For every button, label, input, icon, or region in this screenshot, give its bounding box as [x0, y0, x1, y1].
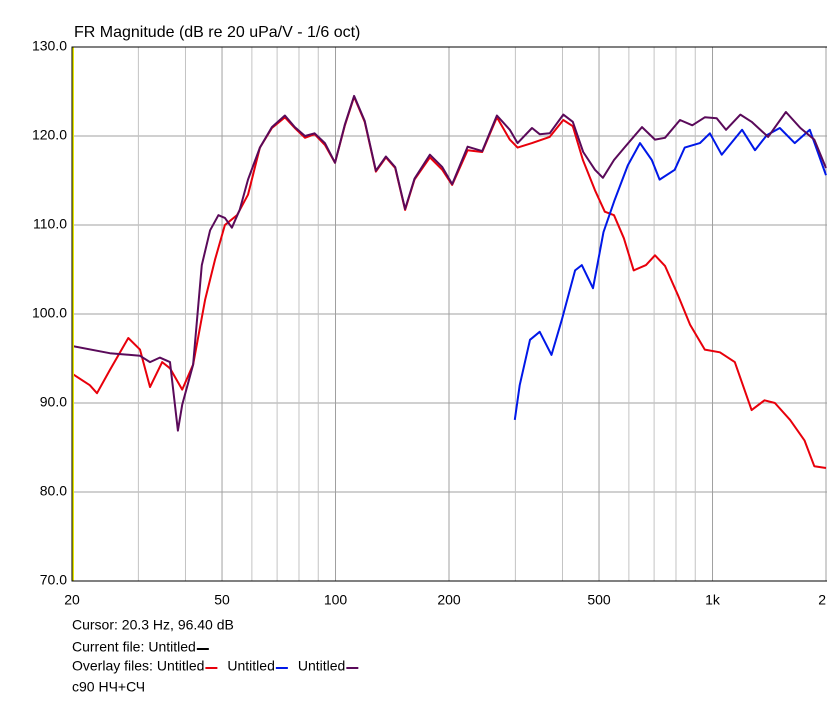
legend-entry: Untitled	[227, 658, 274, 674]
legend-label: Current file:	[72, 639, 144, 655]
x-tick-label: 20	[64, 592, 80, 608]
cursor-readout: Cursor: 20.3 Hz, 96.40 dB	[72, 617, 234, 633]
x-tick-label: 1k	[705, 592, 721, 608]
y-tick-label: 100.0	[32, 305, 67, 321]
y-tick-label: 130.0	[32, 38, 67, 54]
y-tick-label: 90.0	[40, 394, 67, 410]
y-tick-label: 110.0	[33, 216, 67, 232]
legend-entry: Untitled	[148, 639, 195, 655]
x-tick-label: 50	[214, 592, 230, 608]
plot-frame	[71, 46, 827, 582]
legend-label: Overlay files:	[72, 658, 153, 674]
y-tick-label: 120.0	[32, 127, 67, 143]
x-tick-label: 500	[587, 592, 611, 608]
x-tick-label: 100	[324, 592, 348, 608]
y-tick-label: 80.0	[40, 483, 67, 499]
x-tick-label: 2	[818, 592, 826, 608]
series-line	[72, 94, 827, 432]
legend-entry: Untitled	[157, 658, 204, 674]
y-tick-label: 70.0	[40, 572, 67, 588]
series-line	[513, 127, 827, 421]
legend-entry: Untitled	[298, 658, 345, 674]
chart-title: FR Magnitude (dB re 20 uPa/V - 1/6 oct)	[74, 24, 360, 41]
note: с90 НЧ+СЧ	[72, 679, 145, 695]
x-tick-label: 200	[437, 592, 461, 608]
series-line	[72, 95, 827, 469]
